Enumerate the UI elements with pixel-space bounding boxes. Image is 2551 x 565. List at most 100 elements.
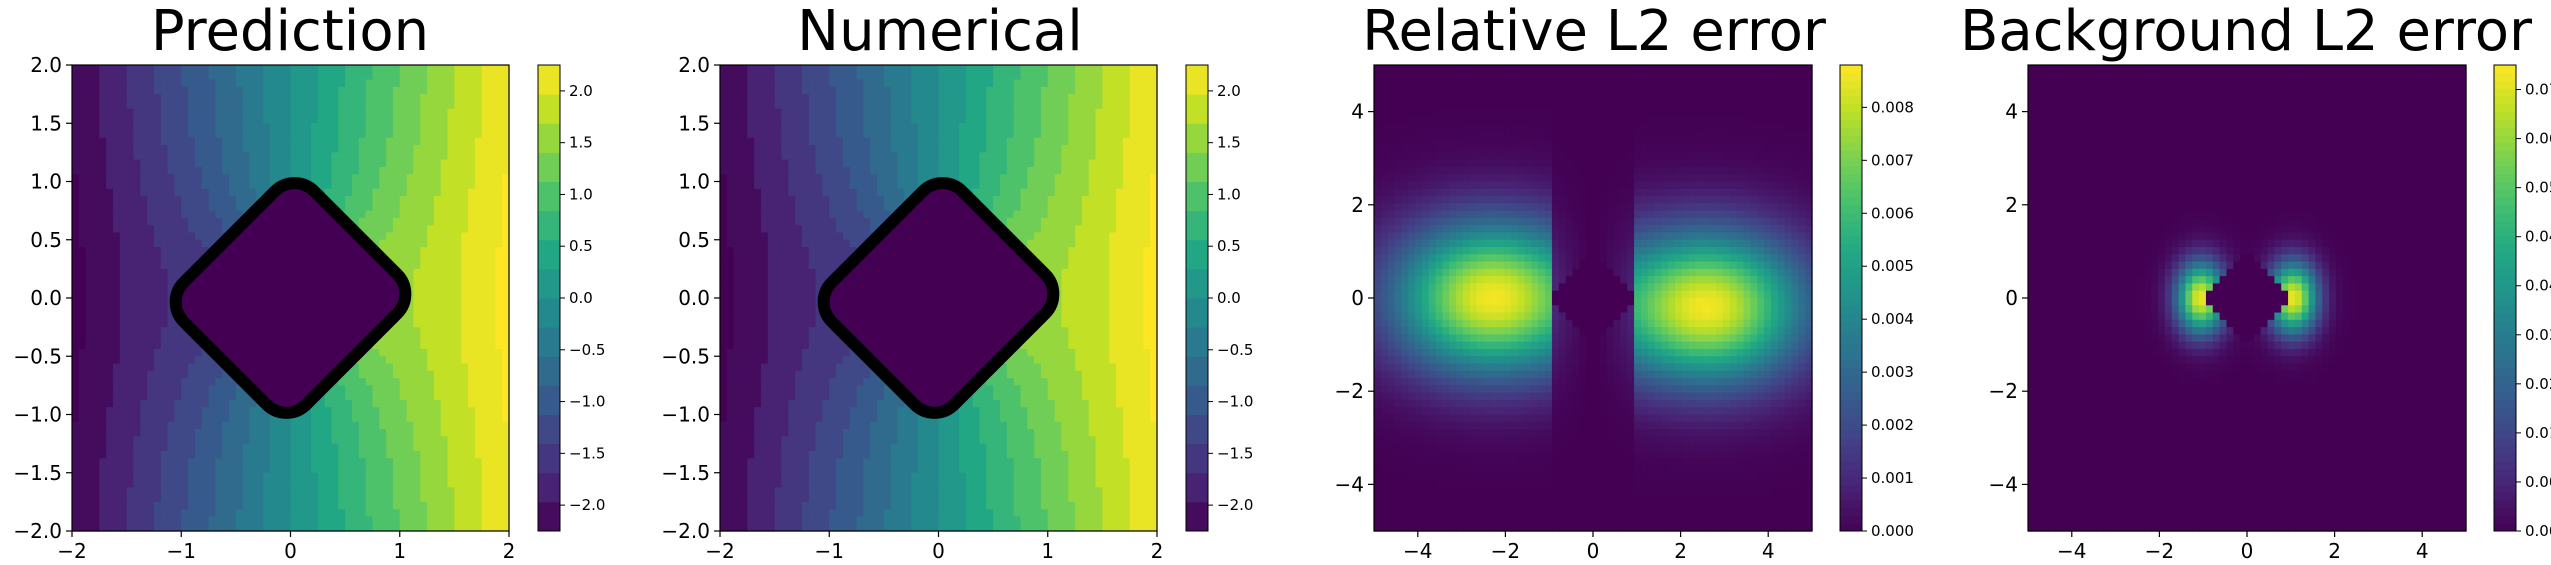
heatmap-cell	[119, 487, 128, 496]
heatmap-cell	[133, 348, 141, 357]
heatmap-cell	[911, 152, 919, 161]
heatmap-cell	[256, 130, 264, 139]
heatmap-cell	[372, 203, 380, 212]
heatmap-cell	[194, 443, 203, 452]
heatmap-cell	[263, 145, 271, 153]
heatmap-cell	[331, 159, 339, 168]
heatmap-cell	[140, 407, 148, 416]
heatmap-cell	[106, 108, 114, 117]
heatmap-cell	[447, 363, 455, 372]
heatmap-cell	[1068, 130, 1076, 139]
heatmap-cell	[399, 443, 408, 452]
heatmap-cell	[386, 188, 394, 197]
heatmap-cell	[1034, 137, 1042, 146]
heatmap-cell	[468, 196, 476, 204]
heatmap-cell	[276, 130, 285, 139]
heatmap-cell	[1088, 108, 1097, 117]
heatmap-cell	[72, 101, 80, 110]
heatmap-cell	[188, 421, 196, 430]
heatmap-cell	[447, 174, 455, 183]
heatmap-cell	[78, 501, 87, 510]
heatmap-cell	[297, 421, 305, 430]
heatmap-cell	[112, 108, 121, 117]
heatmap-cell	[413, 458, 421, 467]
heatmap-cell	[133, 65, 141, 73]
heatmap-cell	[468, 348, 476, 357]
heatmap-cell	[386, 363, 394, 372]
heatmap-cell	[413, 487, 421, 496]
heatmap-cell	[774, 137, 783, 146]
heatmap-cell	[986, 123, 994, 132]
heatmap-cell	[126, 341, 135, 350]
heatmap-cell	[133, 385, 141, 394]
heatmap-cell	[822, 86, 830, 95]
heatmap-cell	[440, 217, 449, 226]
heatmap-cell	[263, 123, 271, 132]
heatmap-cell	[1068, 108, 1076, 117]
heatmap-cell	[283, 137, 292, 146]
heatmap-cell	[242, 203, 251, 212]
heatmap-cell	[222, 501, 230, 510]
heatmap-cell	[229, 101, 237, 110]
heatmap-cell	[358, 414, 367, 423]
heatmap-cell	[481, 341, 490, 350]
heatmap-cell	[310, 487, 319, 496]
heatmap-cell	[468, 247, 476, 255]
heatmap-cell	[72, 370, 80, 379]
heatmap-cell	[310, 86, 319, 95]
heatmap-cell	[99, 247, 107, 255]
heatmap-cell	[495, 348, 503, 357]
heatmap-cell	[447, 232, 455, 241]
heatmap-cell	[290, 509, 298, 518]
heatmap-cell	[345, 123, 353, 132]
heatmap-cell	[427, 101, 435, 110]
heatmap-cell	[106, 327, 114, 336]
heatmap-cell	[502, 348, 510, 357]
heatmap-cell	[351, 523, 360, 532]
heatmap-cell	[167, 239, 176, 248]
heatmap-cell	[1143, 115, 1151, 124]
heatmap-cell	[427, 312, 435, 321]
heatmap-cell	[242, 108, 251, 117]
heatmap-cell	[413, 72, 421, 81]
heatmap-cell	[304, 501, 312, 510]
heatmap-cell	[474, 516, 483, 525]
heatmap-cell	[331, 174, 339, 183]
heatmap-cell	[502, 487, 510, 496]
heatmap-cell	[235, 72, 244, 81]
heatmap-cell	[153, 407, 162, 416]
heatmap-cell	[726, 115, 735, 124]
heatmap-cell	[304, 414, 312, 423]
heatmap-cell	[427, 450, 435, 459]
heatmap-cell	[392, 487, 401, 496]
heatmap-cell	[447, 268, 455, 277]
heatmap-cell	[454, 210, 462, 219]
heatmap-cell	[235, 385, 244, 394]
heatmap-cell	[1109, 123, 1117, 132]
heatmap-cell	[413, 290, 421, 299]
heatmap-cell	[945, 101, 953, 110]
heatmap-cell	[1081, 115, 1090, 124]
heatmap-cell	[1054, 123, 1063, 132]
heatmap-cell	[481, 319, 490, 328]
heatmap-cell	[78, 327, 87, 336]
heatmap-cell	[468, 203, 476, 212]
heatmap-cell	[112, 305, 121, 314]
heatmap-cell	[290, 487, 298, 496]
heatmap-cell	[392, 480, 401, 488]
heatmap-cell	[1068, 94, 1076, 103]
heatmap-cell	[167, 276, 176, 285]
heatmap-cell	[427, 72, 435, 81]
heatmap-cell	[297, 94, 305, 103]
heatmap-cell	[201, 494, 210, 503]
heatmap-cell	[215, 421, 223, 430]
heatmap-cell	[133, 472, 141, 481]
heatmap-cell	[413, 494, 421, 503]
heatmap-cell	[447, 523, 455, 532]
heatmap-cell	[119, 436, 128, 445]
heatmap-cell	[420, 450, 428, 459]
heatmap-cell	[147, 232, 155, 241]
heatmap-cell	[1129, 137, 1138, 146]
heatmap-cell	[392, 254, 401, 263]
heatmap-cell	[399, 472, 408, 481]
